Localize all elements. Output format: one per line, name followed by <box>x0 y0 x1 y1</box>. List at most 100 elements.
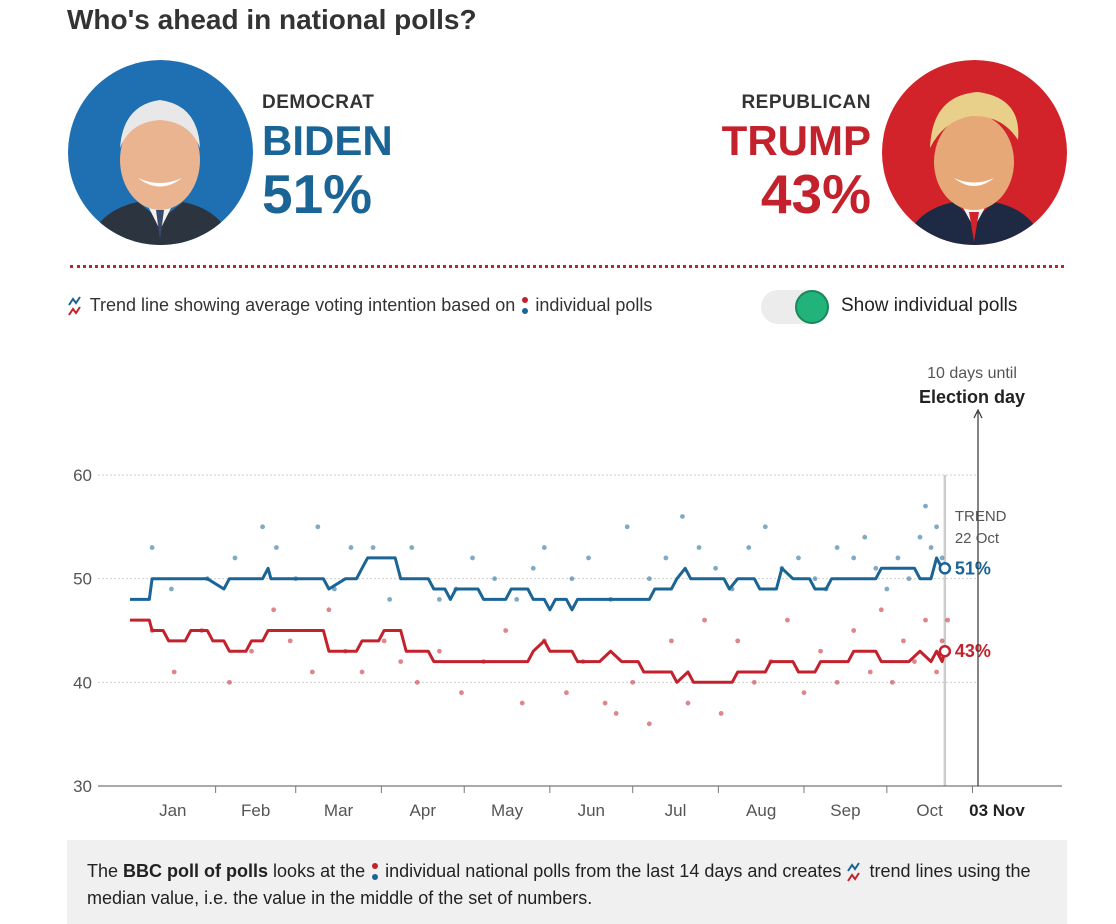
poll-dot <box>862 534 868 540</box>
poll-dot <box>541 545 547 550</box>
poll-dot <box>928 545 934 550</box>
poll-dot <box>878 607 884 613</box>
poll-dot <box>514 597 520 602</box>
poll-dot <box>309 669 315 675</box>
poll-dot <box>873 565 879 571</box>
trend-line-trump <box>130 618 947 684</box>
republican-block: REPUBLICAN TRUMP 43% <box>722 92 871 224</box>
poll-dot <box>889 679 895 685</box>
legend-text-b: individual polls <box>535 295 653 315</box>
poll-dot <box>646 576 652 582</box>
section-divider <box>70 265 1064 268</box>
poll-dots-icon <box>522 297 529 315</box>
poll-dot <box>530 565 536 571</box>
footer-bbc-poll-of-polls: BBC poll of polls <box>123 861 269 881</box>
poll-dot <box>169 586 174 592</box>
democrat-block: DEMOCRAT BIDEN 51% <box>262 92 393 224</box>
poll-dot <box>696 545 702 550</box>
poll-dot <box>370 545 376 550</box>
democrat-name: BIDEN <box>262 117 393 164</box>
poll-dot <box>796 555 801 561</box>
democrat-party: DEMOCRAT <box>262 92 375 113</box>
poll-dot <box>586 555 591 561</box>
poll-dot <box>348 545 354 550</box>
footer-text-c: looks at the <box>273 861 366 881</box>
poll-dot <box>668 638 674 644</box>
poll-dot <box>939 555 945 561</box>
republican-percentage: 43% <box>760 163 871 225</box>
poll-dot <box>564 690 569 696</box>
poll-dot <box>414 679 420 685</box>
page-title: Who's ahead in national polls? <box>67 4 477 35</box>
poll-dot <box>685 700 691 706</box>
poll-dot <box>387 597 393 602</box>
footer-text-a: The <box>87 861 119 881</box>
poll-dot <box>867 669 873 675</box>
trend-end-marker <box>938 644 952 658</box>
poll-dot <box>359 669 365 675</box>
poll-dot <box>801 690 807 696</box>
election-note-line2: Election day <box>919 387 1025 407</box>
poll-dot <box>470 555 475 561</box>
poll-dot <box>326 607 332 613</box>
poll-dot <box>934 669 939 675</box>
poll-dot <box>663 555 669 561</box>
poll-dot <box>492 576 498 582</box>
poll-dot <box>917 534 923 540</box>
poll-dot <box>519 700 525 706</box>
trend-end-marker <box>938 562 952 575</box>
y-tick-label: 50 <box>73 570 92 589</box>
poll-dot <box>834 545 840 550</box>
poll-dot <box>624 524 630 530</box>
y-tick-label: 40 <box>73 673 92 692</box>
poll-dot <box>459 690 464 696</box>
trend-line-biden <box>130 556 945 612</box>
chart-legend: Trend line showing average voting intent… <box>67 290 717 320</box>
poll-dot <box>923 503 928 509</box>
poll-dot <box>503 628 509 633</box>
election-day-arrow-icon <box>973 408 983 419</box>
trump-portrait <box>882 60 1067 245</box>
show-polls-toggle[interactable] <box>761 290 829 324</box>
biden-portrait <box>68 60 253 245</box>
poll-dot <box>702 617 707 623</box>
poll-dot <box>273 545 279 550</box>
trend-end-label-trump: 43% <box>955 641 991 661</box>
x-tick-label: Sep <box>830 801 860 820</box>
trend-line-icon <box>847 862 861 882</box>
poll-dot <box>602 700 608 706</box>
poll-dot <box>746 545 752 550</box>
show-polls-label[interactable]: Show individual polls <box>841 295 1018 316</box>
republican-name: TRUMP <box>721 117 871 164</box>
poll-dot <box>227 679 232 685</box>
poll-dot <box>934 524 939 530</box>
poll-dot <box>895 555 901 561</box>
poll-dots-icon <box>372 863 379 881</box>
poll-dot <box>851 628 857 633</box>
x-tick-label: Oct <box>916 801 943 820</box>
election-note-line1: 10 days until <box>927 365 1017 382</box>
x-tick-label: Feb <box>241 801 270 820</box>
x-tick-label: Aug <box>746 801 776 820</box>
x-tick-label: Mar <box>324 801 354 820</box>
poll-dot <box>939 638 945 644</box>
poll-dot <box>812 576 818 582</box>
x-tick-label: Apr <box>410 801 437 820</box>
poll-dot <box>923 617 928 623</box>
poll-dot <box>232 555 238 561</box>
poll-dot <box>260 524 265 530</box>
poll-dot <box>851 555 857 561</box>
poll-dot <box>569 576 575 582</box>
poll-dot <box>945 617 951 623</box>
poll-dot <box>735 638 741 644</box>
toggle-knob[interactable] <box>795 290 829 324</box>
poll-dot <box>818 648 823 654</box>
poll-dot <box>149 545 155 550</box>
poll-dot <box>901 638 906 644</box>
x-tick-label: Jun <box>578 801 605 820</box>
poll-dot <box>436 597 442 602</box>
y-tick-label: 60 <box>73 466 92 485</box>
poll-dot <box>613 711 619 716</box>
trend-note-line1: TREND <box>955 508 1007 525</box>
poll-dot <box>271 607 277 613</box>
